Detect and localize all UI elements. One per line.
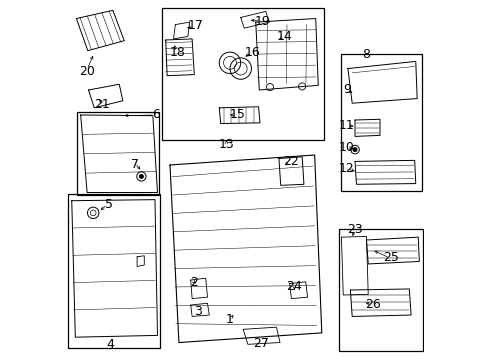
Text: 22: 22 bbox=[283, 155, 298, 168]
Text: 27: 27 bbox=[253, 337, 269, 350]
Text: 18: 18 bbox=[170, 46, 186, 59]
Circle shape bbox=[140, 175, 143, 178]
Text: 10: 10 bbox=[339, 141, 355, 154]
Text: 8: 8 bbox=[363, 48, 370, 61]
Text: 13: 13 bbox=[219, 138, 234, 151]
Text: 17: 17 bbox=[188, 19, 204, 32]
Text: 1: 1 bbox=[226, 313, 234, 326]
Text: 14: 14 bbox=[277, 30, 293, 43]
Bar bbox=[77, 112, 159, 195]
Text: 24: 24 bbox=[287, 280, 302, 293]
Text: 9: 9 bbox=[343, 84, 351, 96]
Bar bbox=[342, 54, 422, 191]
Text: 21: 21 bbox=[94, 99, 110, 112]
Text: 12: 12 bbox=[339, 162, 355, 175]
Text: 11: 11 bbox=[339, 119, 355, 132]
Text: 23: 23 bbox=[347, 223, 363, 236]
Text: 25: 25 bbox=[383, 251, 399, 264]
Text: 2: 2 bbox=[190, 276, 198, 289]
Bar bbox=[339, 229, 423, 351]
Text: 20: 20 bbox=[79, 64, 95, 77]
Text: 3: 3 bbox=[194, 305, 202, 318]
Bar bbox=[162, 8, 323, 140]
Circle shape bbox=[353, 148, 357, 152]
Bar bbox=[68, 194, 160, 348]
Text: 26: 26 bbox=[365, 298, 381, 311]
Text: 19: 19 bbox=[254, 14, 270, 27]
Text: 4: 4 bbox=[106, 338, 114, 351]
Text: 15: 15 bbox=[230, 108, 246, 121]
Text: 5: 5 bbox=[104, 198, 113, 211]
Text: 6: 6 bbox=[152, 108, 160, 121]
Text: 7: 7 bbox=[131, 158, 139, 171]
Text: 16: 16 bbox=[245, 46, 260, 59]
